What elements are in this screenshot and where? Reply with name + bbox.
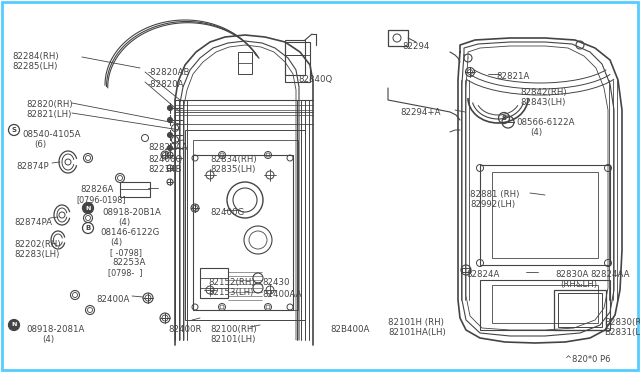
Text: -82820A: -82820A — [148, 80, 184, 89]
Circle shape — [83, 202, 93, 214]
Bar — [480, 280, 610, 330]
Text: 82284(RH): 82284(RH) — [12, 52, 59, 61]
Text: 82881 (RH): 82881 (RH) — [470, 190, 520, 199]
Text: 82824A: 82824A — [466, 270, 499, 279]
Text: 82B400A: 82B400A — [330, 325, 369, 334]
Bar — [285, 42, 310, 82]
Text: 82824AA: 82824AA — [590, 270, 630, 279]
Text: 82843(LH): 82843(LH) — [520, 98, 565, 107]
Text: 82820AA: 82820AA — [148, 143, 188, 152]
Text: 82400R: 82400R — [168, 325, 202, 334]
Bar — [193, 140, 298, 310]
Bar — [492, 172, 598, 258]
Text: 82253A: 82253A — [112, 258, 145, 267]
Text: 08540-4105A: 08540-4105A — [22, 130, 81, 139]
Bar — [554, 290, 606, 330]
Text: 82152(RH): 82152(RH) — [208, 278, 255, 287]
Text: 82842(RH): 82842(RH) — [520, 88, 566, 97]
Circle shape — [8, 320, 19, 330]
Text: 08918-2081A: 08918-2081A — [26, 325, 84, 334]
Bar — [193, 155, 293, 310]
Bar — [492, 285, 598, 323]
Bar — [558, 293, 602, 327]
Text: 08566-6122A: 08566-6122A — [516, 118, 575, 127]
Text: ^820*0 P6: ^820*0 P6 — [565, 355, 611, 364]
Text: 82100(RH): 82100(RH) — [210, 325, 257, 334]
Text: 08146-6122G: 08146-6122G — [100, 228, 159, 237]
Circle shape — [168, 118, 173, 122]
Text: 82821A: 82821A — [496, 72, 529, 81]
Bar — [238, 52, 252, 74]
Text: 82283(LH): 82283(LH) — [14, 250, 60, 259]
Text: 82400AA: 82400AA — [262, 290, 301, 299]
Text: 82400Q: 82400Q — [148, 155, 182, 164]
Text: (RH&LH): (RH&LH) — [560, 280, 597, 289]
Text: B2830(RH): B2830(RH) — [604, 318, 640, 327]
Text: (6): (6) — [34, 140, 46, 149]
Text: S: S — [12, 127, 17, 133]
Bar — [388, 30, 408, 46]
Circle shape — [168, 132, 173, 138]
Text: 82400A: 82400A — [96, 295, 129, 304]
Text: B: B — [85, 225, 91, 231]
Text: 82101HA(LH): 82101HA(LH) — [388, 328, 445, 337]
Text: 82153(LH): 82153(LH) — [208, 288, 253, 297]
Text: 82294: 82294 — [402, 42, 429, 51]
Text: 82834(RH): 82834(RH) — [210, 155, 257, 164]
Text: 82202(RH): 82202(RH) — [14, 240, 61, 249]
Bar — [120, 182, 150, 197]
Text: 82826A: 82826A — [80, 185, 113, 194]
Text: 82820(RH): 82820(RH) — [26, 100, 72, 109]
Text: N: N — [85, 205, 91, 211]
Text: N: N — [12, 323, 17, 327]
Text: 08918-20B1A: 08918-20B1A — [102, 208, 161, 217]
Bar — [480, 165, 610, 265]
Text: 82214B: 82214B — [148, 165, 182, 174]
Text: [0796-0198]: [0796-0198] — [76, 195, 125, 204]
Text: (4): (4) — [530, 128, 542, 137]
Bar — [200, 268, 228, 298]
Text: 82285(LH): 82285(LH) — [12, 62, 58, 71]
Circle shape — [168, 106, 173, 110]
Text: -82820AB: -82820AB — [148, 68, 191, 77]
Text: 82992(LH): 82992(LH) — [470, 200, 515, 209]
Text: 82835(LH): 82835(LH) — [210, 165, 255, 174]
Text: 82830A: 82830A — [555, 270, 588, 279]
Text: 82294+A: 82294+A — [400, 108, 440, 117]
Text: (4): (4) — [110, 238, 122, 247]
Text: 82874P: 82874P — [16, 162, 49, 171]
Text: 82400G: 82400G — [210, 208, 244, 217]
Text: 82821(LH): 82821(LH) — [26, 110, 72, 119]
Text: (4): (4) — [118, 218, 130, 227]
Bar — [185, 130, 305, 320]
Circle shape — [168, 145, 173, 151]
Text: [ -0798]: [ -0798] — [110, 248, 142, 257]
Text: B2831(LH): B2831(LH) — [604, 328, 640, 337]
Text: 82101(LH): 82101(LH) — [210, 335, 255, 344]
Bar — [285, 40, 305, 75]
Text: [0798-  ]: [0798- ] — [108, 268, 143, 277]
Text: (4): (4) — [42, 335, 54, 344]
Text: 82101H (RH): 82101H (RH) — [388, 318, 444, 327]
Text: 82840Q: 82840Q — [298, 75, 332, 84]
Text: S: S — [502, 115, 506, 121]
Text: 82874PA: 82874PA — [14, 218, 52, 227]
Text: 82430: 82430 — [262, 278, 289, 287]
